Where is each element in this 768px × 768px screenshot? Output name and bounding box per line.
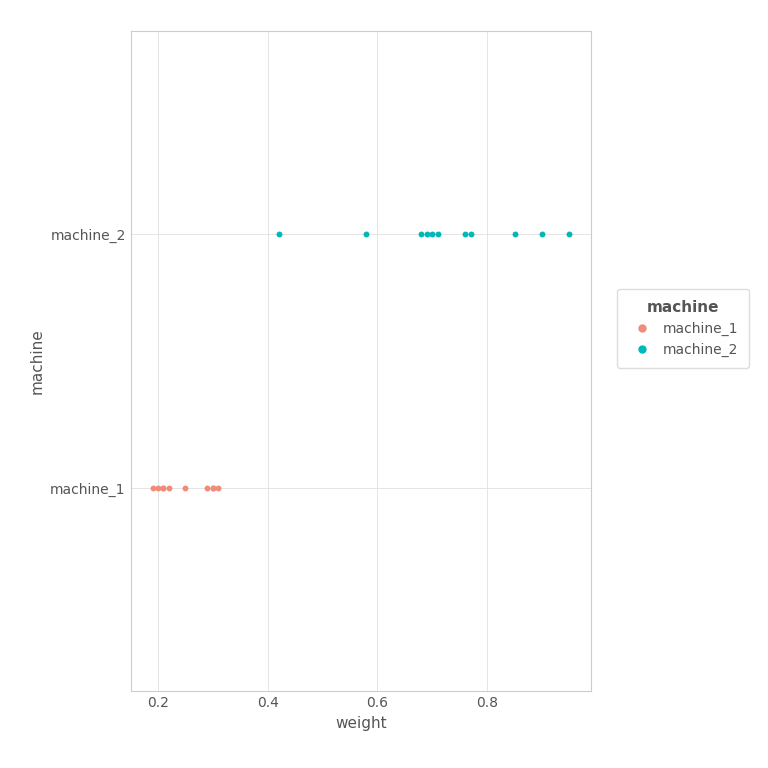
X-axis label: weight: weight [335,716,387,730]
machine_2 [273,228,285,240]
machine_1 [212,482,224,494]
Y-axis label: machine: machine [30,328,45,394]
Legend: machine_1, machine_2: machine_1, machine_2 [617,289,749,368]
machine_2 [415,228,428,240]
machine_2 [536,228,548,240]
machine_2 [426,228,439,240]
machine_2 [465,228,477,240]
machine_1 [179,482,191,494]
machine_2 [508,228,521,240]
machine_1 [147,482,159,494]
machine_1 [152,482,164,494]
machine_1 [157,482,170,494]
machine_1 [157,482,170,494]
machine_2 [432,228,444,240]
machine_1 [207,482,219,494]
machine_2 [421,228,433,240]
machine_2 [459,228,472,240]
machine_2 [360,228,372,240]
machine_2 [563,228,575,240]
machine_1 [207,482,219,494]
machine_1 [163,482,175,494]
machine_1 [201,482,214,494]
